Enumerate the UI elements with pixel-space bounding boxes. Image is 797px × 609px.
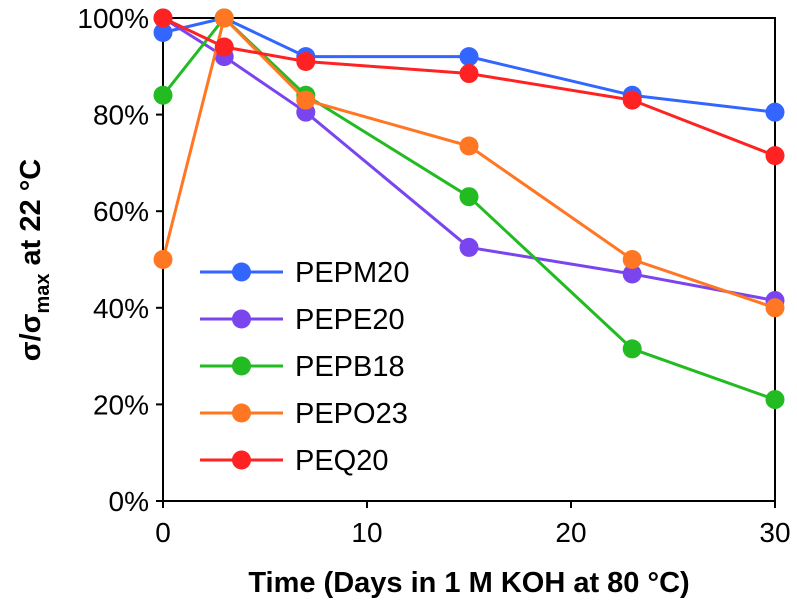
y-tick-label: 80%	[93, 100, 149, 131]
legend: PEPM20 PEPE20 PEPB18 PEPO23 PEQ20	[200, 257, 409, 477]
y-tick-label: 40%	[93, 293, 149, 324]
legend-item: PEPM20	[200, 257, 409, 289]
legend-marker	[232, 450, 251, 470]
x-tick-label: 0	[155, 517, 171, 548]
x-axis-title: Time (Days in 1 M KOH at 80 °C)	[248, 567, 689, 599]
y-tick-label: 60%	[93, 196, 149, 227]
series-line	[161, 16, 776, 401]
series-pepo23	[153, 8, 785, 318]
data-point	[765, 146, 785, 166]
legend-label: PEPB18	[295, 351, 405, 383]
legend-label: PEPM20	[295, 257, 409, 289]
data-point	[296, 51, 316, 71]
data-point	[214, 8, 234, 28]
legend-item: PEPO23	[200, 398, 408, 430]
data-point	[765, 102, 785, 122]
x-tick-label: 10	[351, 517, 382, 548]
series-line	[161, 16, 776, 310]
legend-label: PEQ20	[295, 445, 389, 477]
data-point	[153, 22, 173, 42]
y-axis-ticks: 0% 20% 40% 60% 80% 100%	[77, 3, 163, 517]
data-point	[459, 136, 479, 156]
legend-marker	[232, 356, 251, 376]
legend-marker	[232, 403, 251, 423]
series-line	[162, 16, 776, 158]
data-point	[622, 264, 642, 284]
data-point	[622, 339, 642, 359]
data-point	[622, 250, 642, 269]
data-point	[153, 250, 173, 269]
plot-frame	[162, 17, 776, 502]
y-tick-label: 0%	[109, 486, 149, 517]
y-axis-title-rest: at 22 °C	[15, 159, 47, 274]
data-point	[459, 237, 479, 257]
series-line	[162, 16, 776, 114]
y-tick-label: 100%	[77, 3, 149, 34]
legend-item: PEPB18	[200, 351, 405, 383]
legend-marker	[232, 262, 251, 282]
x-tick-label: 30	[759, 517, 790, 548]
x-axis-ticks: 0 10 20 30	[155, 501, 791, 548]
series-line	[162, 16, 776, 303]
legend-item: PEPE20	[200, 304, 405, 336]
legend-marker	[232, 309, 251, 329]
data-point	[153, 8, 173, 28]
y-axis-title-main: σ/σ	[15, 313, 47, 361]
series-peq20	[153, 8, 785, 166]
data-point	[459, 187, 479, 207]
data-point	[765, 390, 785, 410]
data-point	[214, 37, 234, 57]
data-point	[765, 298, 785, 318]
data-point	[153, 85, 173, 105]
data-point	[459, 64, 479, 84]
data-point	[459, 47, 479, 67]
x-tick-label: 20	[555, 517, 586, 548]
y-axis-title: σ/σmax at 22 °C	[15, 159, 54, 362]
data-point	[622, 90, 642, 110]
legend-label: PEPO23	[295, 398, 408, 430]
y-axis-title-subscript: max	[32, 274, 54, 314]
data-point	[296, 90, 316, 110]
y-tick-label: 20%	[93, 389, 149, 420]
legend-item: PEQ20	[200, 445, 389, 477]
legend-label: PEPE20	[295, 304, 405, 336]
series-layer	[153, 8, 785, 410]
